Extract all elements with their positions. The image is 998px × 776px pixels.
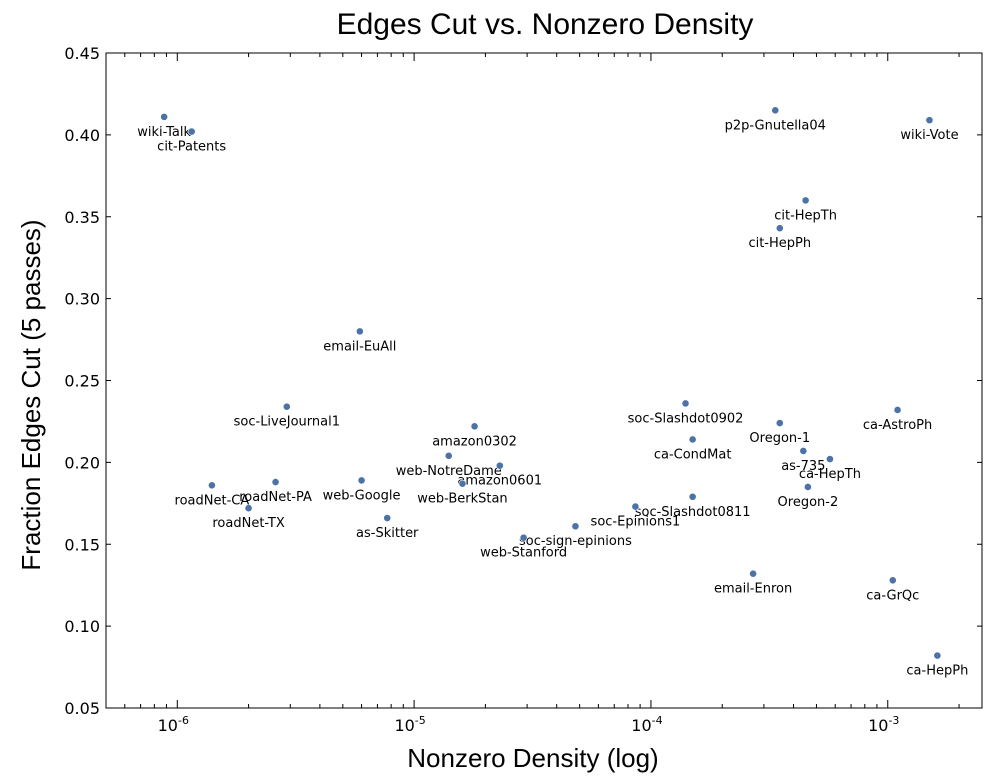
y-tick-label: 0.05 — [64, 699, 100, 718]
point-label: ca-CondMat — [654, 447, 732, 462]
y-tick-label: 0.15 — [64, 535, 100, 554]
data-point — [688, 435, 697, 444]
data-point — [282, 402, 291, 411]
y-tick-label: 0.30 — [64, 290, 100, 309]
point-label: ca-HepPh — [906, 664, 968, 679]
data-point — [271, 478, 280, 486]
chart-title: Edges Cut vs. Nonzero Density — [337, 8, 754, 41]
data-point — [244, 504, 253, 513]
data-point — [775, 224, 784, 233]
data-point — [799, 447, 808, 455]
data-point — [458, 479, 467, 488]
data-point — [826, 455, 834, 463]
point-label: soc-Slashdot0811 — [635, 505, 751, 520]
data-point — [444, 451, 453, 460]
point-label: ca-GrQc — [866, 588, 919, 603]
data-point — [187, 127, 196, 136]
data-point — [925, 116, 934, 125]
data-point — [803, 483, 812, 491]
point-label: soc-Epinions1 — [591, 515, 681, 530]
point-label: soc-LiveJournal1 — [234, 415, 340, 430]
point-label: web-BerkStan — [417, 492, 507, 507]
x-tick-label: 10-3 — [868, 714, 899, 735]
y-tick-label: 0.35 — [64, 208, 100, 227]
point-label: as-Skitter — [356, 526, 419, 541]
data-point — [470, 422, 479, 431]
data-point — [688, 492, 697, 501]
point-label: wiki-Talk — [137, 125, 191, 140]
point-label: cit-HepPh — [748, 236, 811, 251]
data-point — [160, 112, 169, 121]
y-tick-label: 0.20 — [64, 453, 100, 472]
plot-frame — [105, 52, 983, 709]
data-point — [801, 196, 810, 205]
point-label: amazon0601 — [457, 474, 542, 489]
point-label: amazon0302 — [432, 434, 517, 449]
axis-ticks: 0.05 0.10 0.15 0.20 0.25 0.30 0.35 0.40 0.45 10-6… — [64, 44, 982, 735]
y-tick-label: 0.45 — [64, 44, 100, 63]
point-label: roadNet-CA — [175, 493, 250, 508]
data-point — [681, 399, 690, 408]
point-label: web-NotreDame — [396, 464, 502, 479]
point-label: roadNet-TX — [212, 516, 284, 531]
point-label: soc-Slashdot0902 — [628, 411, 744, 426]
point-label: as-735 — [781, 459, 825, 474]
data-point — [571, 522, 580, 531]
point-label: web-Google — [323, 488, 401, 503]
point-label: ca-AstroPh — [863, 418, 932, 433]
x-axis-label: Nonzero Density (log) — [407, 743, 658, 773]
x-tick-label: 10-6 — [158, 714, 189, 735]
data-point — [775, 419, 784, 427]
data-point — [519, 533, 528, 542]
point-label: roadNet-PA — [239, 490, 312, 505]
point-label: p2p-Gnutella04 — [725, 118, 826, 133]
data-point — [495, 461, 504, 470]
data-point — [888, 576, 897, 585]
x-tick-label: 10-5 — [394, 714, 425, 735]
point-label: email-Enron — [714, 582, 792, 597]
data-point — [207, 481, 216, 490]
data-point — [749, 569, 757, 578]
data-point — [631, 502, 640, 511]
point-label: web-Stanford — [480, 546, 567, 561]
y-tick-label: 0.25 — [64, 372, 100, 391]
point-label: soc-sign-epinions — [519, 534, 632, 549]
point-label: email-EuAll — [323, 339, 396, 354]
data-point — [383, 514, 392, 522]
data-point — [933, 651, 942, 660]
point-label: cit-Patents — [157, 140, 226, 155]
y-tick-label: 0.40 — [64, 126, 100, 145]
point-label: Oregon-1 — [749, 431, 810, 446]
data-point — [771, 106, 780, 115]
data-point — [355, 327, 364, 336]
y-tick-label: 0.10 — [64, 617, 100, 636]
data-point — [893, 406, 902, 414]
point-label: Oregon-2 — [778, 495, 839, 510]
point-label: ca-HepTh — [799, 467, 861, 482]
point-label: wiki-Vote — [900, 128, 958, 143]
y-axis-label: Fraction Edges Cut (5 passes) — [16, 219, 46, 570]
point-label: cit-HepTh — [774, 208, 837, 223]
data-point — [357, 476, 366, 485]
x-tick-label: 10-4 — [631, 714, 662, 735]
